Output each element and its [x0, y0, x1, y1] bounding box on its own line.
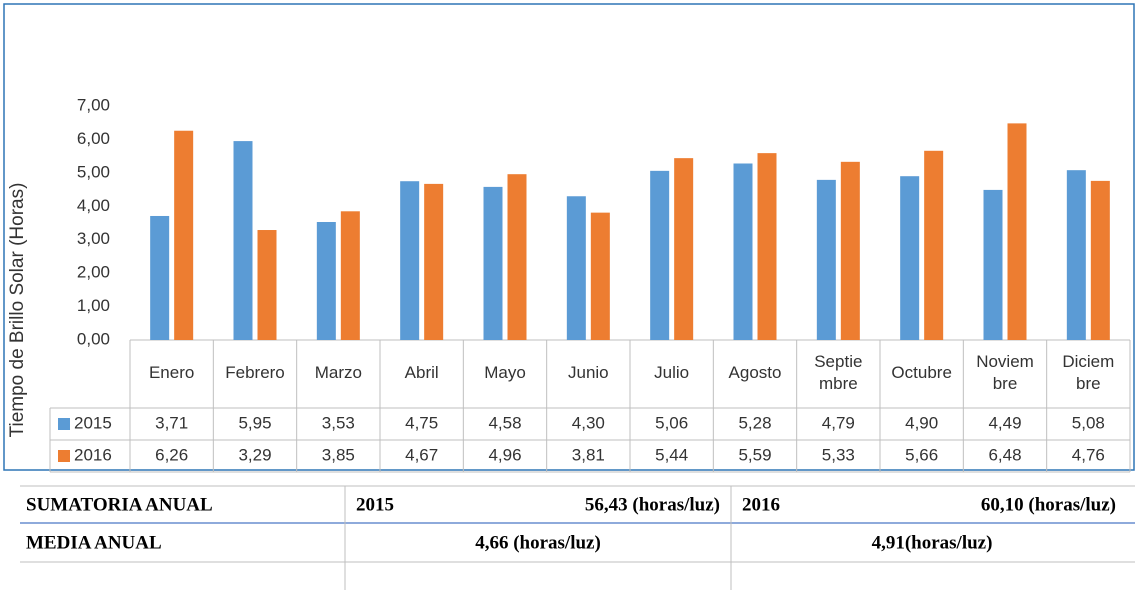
- bar: [150, 215, 170, 340]
- bar: [816, 179, 836, 340]
- table-cell: 2016: [742, 494, 780, 515]
- table-cell: 60,10 (horas/luz): [981, 494, 1116, 515]
- x-tick-label: Febrero: [225, 363, 285, 382]
- y-tick-label: 4,00: [77, 196, 110, 215]
- bar: [340, 211, 360, 340]
- bar: [1066, 170, 1086, 340]
- bar: [233, 141, 253, 340]
- table-value: 3,81: [572, 445, 605, 464]
- x-tick-label: Noviem bre: [976, 352, 1034, 393]
- bar: [590, 212, 610, 340]
- table-value: 4,90: [905, 413, 938, 432]
- bar: [566, 196, 586, 340]
- y-tick-label: 1,00: [77, 296, 110, 315]
- legend-label: 2015: [74, 413, 112, 432]
- table-cell: 4,91(horas/luz): [872, 532, 993, 553]
- x-tick-label: Abril: [405, 363, 439, 382]
- x-tick-label: Diciem bre: [1062, 352, 1114, 393]
- bar: [174, 130, 194, 340]
- table-value: 5,08: [1072, 413, 1105, 432]
- x-tick-label: Octubre: [891, 363, 951, 382]
- bar: [650, 170, 670, 340]
- bar: [400, 181, 420, 340]
- table-value: 5,28: [738, 413, 771, 432]
- legend-swatch: [58, 418, 70, 430]
- table-value: 5,33: [822, 445, 855, 464]
- table-value: 4,30: [572, 413, 605, 432]
- y-tick-label: 0,00: [77, 329, 110, 348]
- bar: [840, 161, 860, 340]
- table-cell: 4,66 (horas/luz): [475, 532, 601, 553]
- table-value: 6,48: [988, 445, 1021, 464]
- table-value: 4,76: [1072, 445, 1105, 464]
- x-tick-label: Septie mbre: [814, 352, 862, 393]
- bar: [983, 189, 1003, 340]
- y-tick-label: 5,00: [77, 162, 110, 181]
- y-tick-label: 3,00: [77, 229, 110, 248]
- table-value: 3,85: [322, 445, 355, 464]
- summary-table: SUMATORIA ANUAL 2015 56,43 (horas/luz) 2…: [20, 485, 1135, 590]
- table-value: 5,95: [238, 413, 271, 432]
- table-value: 4,58: [488, 413, 521, 432]
- table-value: 3,53: [322, 413, 355, 432]
- table-value: 5,66: [905, 445, 938, 464]
- chart-frame: [3, 3, 1135, 471]
- legend-label: 2016: [74, 445, 112, 464]
- bar: [316, 221, 336, 340]
- table-value: 5,44: [655, 445, 688, 464]
- table-value: 4,49: [988, 413, 1021, 432]
- y-tick-label: 7,00: [77, 95, 110, 114]
- y-tick-label: 2,00: [77, 263, 110, 282]
- table-value: 4,79: [822, 413, 855, 432]
- table-cell: SUMATORIA ANUAL: [26, 494, 213, 515]
- x-tick-label: Mayo: [484, 363, 526, 382]
- bar: [900, 176, 920, 340]
- bar: [1090, 180, 1110, 340]
- table-value: 3,71: [155, 413, 188, 432]
- table-value: 5,59: [738, 445, 771, 464]
- x-tick-label: Enero: [149, 363, 194, 382]
- legend-swatch: [58, 450, 70, 462]
- bar: [733, 163, 753, 340]
- table-cell: MEDIA ANUAL: [26, 532, 162, 553]
- table-cell: 56,43 (horas/luz): [585, 494, 720, 515]
- bar: [257, 230, 277, 340]
- bar: [674, 158, 694, 340]
- y-axis-title: Tiempo de Brillo Solar (Horas): [7, 183, 28, 438]
- bar: [483, 186, 503, 340]
- bar: [924, 150, 944, 340]
- table-value: 4,67: [405, 445, 438, 464]
- bar: [507, 174, 527, 340]
- x-tick-label: Marzo: [315, 363, 362, 382]
- x-tick-label: Julio: [654, 363, 689, 382]
- table-value: 4,75: [405, 413, 438, 432]
- table-cell: 2015: [356, 494, 394, 515]
- table-value: 6,26: [155, 445, 188, 464]
- y-tick-label: 6,00: [77, 129, 110, 148]
- bar: [757, 153, 777, 340]
- x-tick-label: Agosto: [729, 363, 782, 382]
- bar: [424, 183, 444, 340]
- x-tick-label: Junio: [568, 363, 609, 382]
- table-value: 4,96: [488, 445, 521, 464]
- bar: [1007, 123, 1027, 340]
- table-value: 5,06: [655, 413, 688, 432]
- table-value: 3,29: [238, 445, 271, 464]
